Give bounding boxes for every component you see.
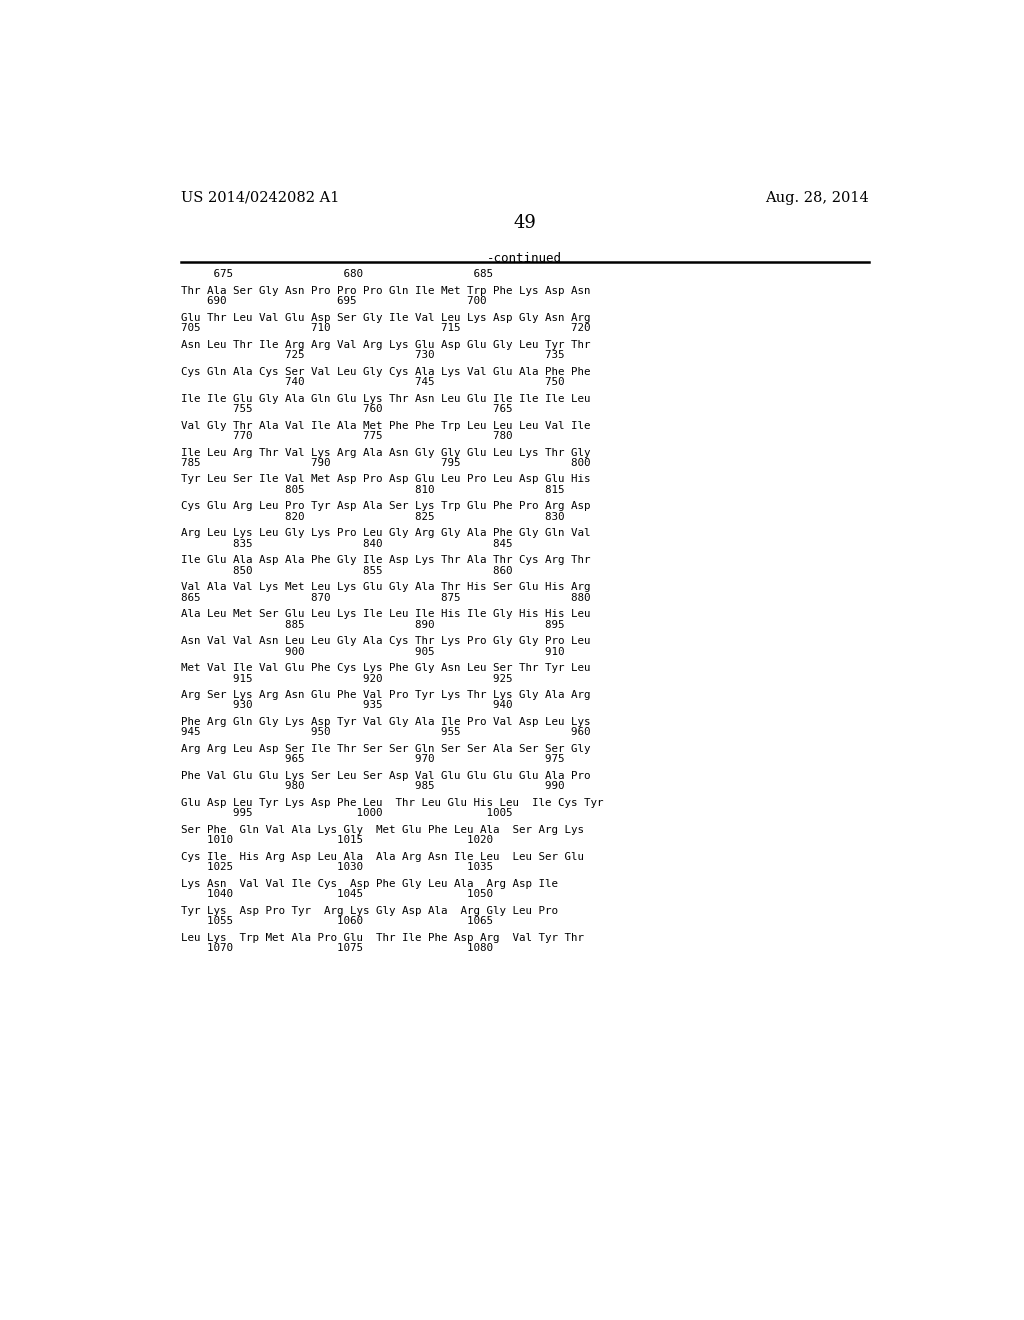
- Text: 915                 920                 925: 915 920 925: [180, 673, 512, 684]
- Text: 900                 905                 910: 900 905 910: [180, 647, 564, 656]
- Text: 865                 870                 875                 880: 865 870 875 880: [180, 593, 590, 603]
- Text: 1055                1060                1065: 1055 1060 1065: [180, 916, 493, 927]
- Text: 785                 790                 795                 800: 785 790 795 800: [180, 458, 590, 467]
- Text: Cys Gln Ala Cys Ser Val Leu Gly Cys Ala Lys Val Glu Ala Phe Phe: Cys Gln Ala Cys Ser Val Leu Gly Cys Ala …: [180, 367, 590, 376]
- Text: 945                 950                 955                 960: 945 950 955 960: [180, 727, 590, 738]
- Text: Met Val Ile Val Glu Phe Cys Lys Phe Gly Asn Leu Ser Thr Tyr Leu: Met Val Ile Val Glu Phe Cys Lys Phe Gly …: [180, 663, 590, 673]
- Text: 820                 825                 830: 820 825 830: [180, 512, 564, 521]
- Text: 740                 745                 750: 740 745 750: [180, 378, 564, 387]
- Text: Asn Val Val Asn Leu Leu Gly Ala Cys Thr Lys Pro Gly Gly Pro Leu: Asn Val Val Asn Leu Leu Gly Ala Cys Thr …: [180, 636, 590, 647]
- Text: Cys Glu Arg Leu Pro Tyr Asp Ala Ser Lys Trp Glu Phe Pro Arg Asp: Cys Glu Arg Leu Pro Tyr Asp Ala Ser Lys …: [180, 502, 590, 511]
- Text: 755                 760                 765: 755 760 765: [180, 404, 512, 414]
- Text: 965                 970                 975: 965 970 975: [180, 755, 564, 764]
- Text: 995                1000                1005: 995 1000 1005: [180, 808, 512, 818]
- Text: Phe Arg Gln Gly Lys Asp Tyr Val Gly Ala Ile Pro Val Asp Leu Lys: Phe Arg Gln Gly Lys Asp Tyr Val Gly Ala …: [180, 717, 590, 727]
- Text: Arg Arg Leu Asp Ser Ile Thr Ser Ser Gln Ser Ser Ala Ser Ser Gly: Arg Arg Leu Asp Ser Ile Thr Ser Ser Gln …: [180, 744, 590, 754]
- Text: Glu Asp Leu Tyr Lys Asp Phe Leu  Thr Leu Glu His Leu  Ile Cys Tyr: Glu Asp Leu Tyr Lys Asp Phe Leu Thr Leu …: [180, 797, 603, 808]
- Text: 885                 890                 895: 885 890 895: [180, 619, 564, 630]
- Text: Ser Phe  Gln Val Ala Lys Gly  Met Glu Phe Leu Ala  Ser Arg Lys: Ser Phe Gln Val Ala Lys Gly Met Glu Phe …: [180, 825, 584, 834]
- Text: Arg Ser Lys Arg Asn Glu Phe Val Pro Tyr Lys Thr Lys Gly Ala Arg: Arg Ser Lys Arg Asn Glu Phe Val Pro Tyr …: [180, 690, 590, 700]
- Text: Thr Ala Ser Gly Asn Pro Pro Pro Gln Ile Met Trp Phe Lys Asp Asn: Thr Ala Ser Gly Asn Pro Pro Pro Gln Ile …: [180, 286, 590, 296]
- Text: Glu Thr Leu Val Glu Asp Ser Gly Ile Val Leu Lys Asp Gly Asn Arg: Glu Thr Leu Val Glu Asp Ser Gly Ile Val …: [180, 313, 590, 323]
- Text: Asn Leu Thr Ile Arg Arg Val Arg Lys Glu Asp Glu Gly Leu Tyr Thr: Asn Leu Thr Ile Arg Arg Val Arg Lys Glu …: [180, 339, 590, 350]
- Text: 805                 810                 815: 805 810 815: [180, 484, 564, 495]
- Text: Tyr Leu Ser Ile Val Met Asp Pro Asp Glu Leu Pro Leu Asp Glu His: Tyr Leu Ser Ile Val Met Asp Pro Asp Glu …: [180, 474, 590, 484]
- Text: 930                 935                 940: 930 935 940: [180, 701, 512, 710]
- Text: Ile Glu Ala Asp Ala Phe Gly Ile Asp Lys Thr Ala Thr Cys Arg Thr: Ile Glu Ala Asp Ala Phe Gly Ile Asp Lys …: [180, 556, 590, 565]
- Text: 1040                1045                1050: 1040 1045 1050: [180, 890, 493, 899]
- Text: Cys Ile  His Arg Asp Leu Ala  Ala Arg Asn Ile Leu  Leu Ser Glu: Cys Ile His Arg Asp Leu Ala Ala Arg Asn …: [180, 851, 584, 862]
- Text: Ile Leu Arg Thr Val Lys Arg Ala Asn Gly Gly Glu Leu Lys Thr Gly: Ile Leu Arg Thr Val Lys Arg Ala Asn Gly …: [180, 447, 590, 458]
- Text: Aug. 28, 2014: Aug. 28, 2014: [765, 191, 869, 205]
- Text: Arg Leu Lys Leu Gly Lys Pro Leu Gly Arg Gly Ala Phe Gly Gln Val: Arg Leu Lys Leu Gly Lys Pro Leu Gly Arg …: [180, 528, 590, 539]
- Text: 1025                1030                1035: 1025 1030 1035: [180, 862, 493, 873]
- Text: Tyr Lys  Asp Pro Tyr  Arg Lys Gly Asp Ala  Arg Gly Leu Pro: Tyr Lys Asp Pro Tyr Arg Lys Gly Asp Ala …: [180, 906, 558, 916]
- Text: Val Gly Thr Ala Val Ile Ala Met Phe Phe Trp Leu Leu Leu Val Ile: Val Gly Thr Ala Val Ile Ala Met Phe Phe …: [180, 421, 590, 430]
- Text: Phe Val Glu Glu Lys Ser Leu Ser Asp Val Glu Glu Glu Glu Ala Pro: Phe Val Glu Glu Lys Ser Leu Ser Asp Val …: [180, 771, 590, 781]
- Text: 1010                1015                1020: 1010 1015 1020: [180, 836, 493, 845]
- Text: Lys Asn  Val Val Ile Cys  Asp Phe Gly Leu Ala  Arg Asp Ile: Lys Asn Val Val Ile Cys Asp Phe Gly Leu …: [180, 879, 558, 888]
- Text: Val Ala Val Lys Met Leu Lys Glu Gly Ala Thr His Ser Glu His Arg: Val Ala Val Lys Met Leu Lys Glu Gly Ala …: [180, 582, 590, 593]
- Text: Leu Lys  Trp Met Ala Pro Glu  Thr Ile Phe Asp Arg  Val Tyr Thr: Leu Lys Trp Met Ala Pro Glu Thr Ile Phe …: [180, 933, 584, 942]
- Text: 835                 840                 845: 835 840 845: [180, 539, 512, 549]
- Text: 1070                1075                1080: 1070 1075 1080: [180, 942, 493, 953]
- Text: 980                 985                 990: 980 985 990: [180, 781, 564, 791]
- Text: Ala Leu Met Ser Glu Leu Lys Ile Leu Ile His Ile Gly His His Leu: Ala Leu Met Ser Glu Leu Lys Ile Leu Ile …: [180, 610, 590, 619]
- Text: 675                 680                 685: 675 680 685: [180, 269, 493, 280]
- Text: Ile Ile Glu Gly Ala Gln Glu Lys Thr Asn Leu Glu Ile Ile Ile Leu: Ile Ile Glu Gly Ala Gln Glu Lys Thr Asn …: [180, 393, 590, 404]
- Text: US 2014/0242082 A1: US 2014/0242082 A1: [180, 191, 339, 205]
- Text: 690                 695                 700: 690 695 700: [180, 296, 486, 306]
- Text: 725                 730                 735: 725 730 735: [180, 350, 564, 360]
- Text: 705                 710                 715                 720: 705 710 715 720: [180, 323, 590, 333]
- Text: 850                 855                 860: 850 855 860: [180, 566, 512, 576]
- Text: 49: 49: [513, 214, 537, 232]
- Text: 770                 775                 780: 770 775 780: [180, 430, 512, 441]
- Text: -continued: -continued: [487, 252, 562, 265]
